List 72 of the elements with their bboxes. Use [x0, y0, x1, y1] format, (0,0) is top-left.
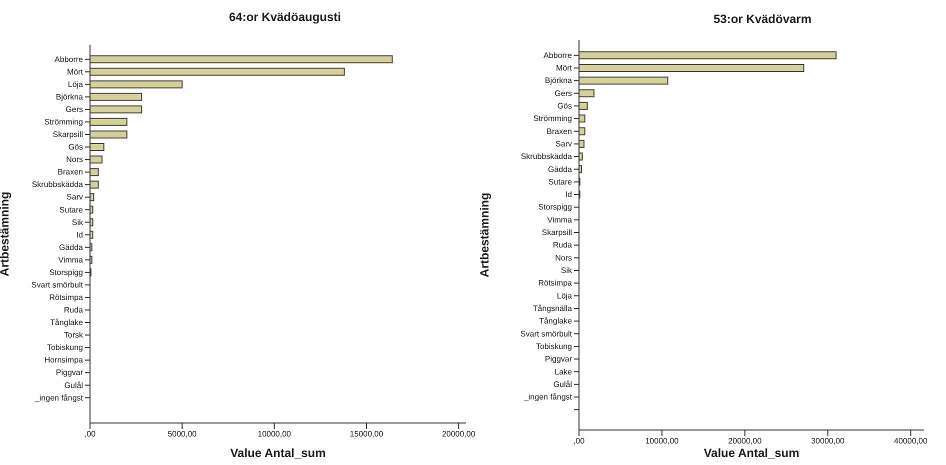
x-axis-title: Value Antal_sum [704, 446, 800, 460]
y-tick-label: Storspigg [49, 268, 83, 277]
y-tick-label: Svart smörbult [520, 329, 573, 338]
y-tick-label: Sarv [556, 139, 572, 148]
y-tick-label: Gulål [64, 380, 84, 390]
y-axis-title: Artbestämning [477, 192, 492, 278]
y-tick-label: Rötsimpa [538, 278, 573, 288]
x-tick-label: ,00 [84, 430, 96, 439]
y-tick-label: Skarpsill [542, 228, 572, 238]
y-tick-label: Id [565, 190, 572, 200]
y-tick-label: Lake [554, 367, 573, 376]
x-axis-title: Value Antal_sum [230, 446, 326, 460]
y-tick-label: Skrubbskädda [32, 180, 84, 190]
y-tick-label: Nors [555, 253, 572, 262]
y-tick-label: Gädda [58, 242, 84, 252]
y-tick-label: Tobiskung [46, 343, 83, 352]
y-tick-label: Vimma [58, 255, 84, 264]
y-tick-label: Sarv [66, 192, 83, 202]
x-tick-label: 30000,00 [811, 436, 846, 446]
y-tick-label: Mört [67, 67, 84, 76]
y-tick-label: Strömming [44, 118, 83, 127]
x-tick-label: 15000,00 [350, 430, 384, 439]
y-tick-label: Gös [68, 142, 83, 152]
y-tick-label: Torsk [64, 330, 84, 340]
chart-title: 53:or Kvädövarm [712, 12, 813, 26]
y-tick-label: Sik [560, 266, 573, 276]
y-tick-label: Sutare [548, 177, 573, 186]
y-tick-label: Vimma [547, 215, 573, 224]
y-tick-label: Piggvar [56, 368, 84, 378]
y-tick-label: Tobiskung [536, 342, 572, 351]
y-tick-label: Strömming [533, 114, 572, 124]
y-tick-label: Gers [66, 104, 83, 114]
y-tick-label: Storspigg [538, 202, 572, 212]
y-tick-label: Björkna [544, 76, 573, 86]
y-tick-label: Svart smörbult [31, 280, 84, 290]
x-tick-label: 10000,00 [258, 430, 292, 439]
y-tick-label: Mört [556, 64, 573, 73]
x-tick-label: 20000,00 [728, 436, 762, 446]
y-tick-label: _ingen fångst [522, 392, 573, 402]
y-tick-label: Gulål [553, 380, 572, 389]
y-tick-label: Rötsimpa [49, 293, 84, 302]
y-tick-label: Tånglake [539, 316, 573, 326]
y-tick-label: Sik [72, 218, 84, 227]
y-tick-label: Braxen [546, 126, 572, 136]
y-tick-label: Piggvar [544, 354, 572, 364]
y-tick-label: Tånglake [50, 318, 84, 328]
y-tick-label: Nors [66, 155, 83, 164]
y-tick-label: Gös [557, 102, 572, 111]
y-tick-label: Braxen [58, 168, 83, 177]
y-tick-label: Gers [554, 88, 572, 98]
x-tick-label: 40000,00 [894, 436, 928, 446]
y-tick-label: Sutare [59, 205, 84, 214]
y-tick-label: Abborre [544, 50, 573, 60]
y-tick-label: Hornsimpa [44, 356, 84, 365]
y-tick-label: Abborre [54, 54, 84, 64]
y-tick-label: Ruda [64, 306, 84, 315]
y-tick-label: Ruda [552, 240, 573, 250]
y-tick-label: Gädda [548, 164, 573, 174]
x-tick-label: 10000,00 [645, 436, 680, 446]
y-tick-label: Skrubbskädda [520, 152, 573, 162]
x-tick-label: 20000,00 [442, 430, 476, 439]
y-tick-label: Löja [68, 80, 84, 89]
x-tick-label: ,00 [573, 436, 586, 446]
y-tick-label: Björkna [56, 92, 84, 102]
y-tick-label: Skarpsill [52, 130, 84, 140]
chart-title: 64:or Kvädöaugusti [228, 10, 342, 24]
y-tick-label: _ingen fångst [34, 393, 84, 402]
y-tick-label: Tångsnälla [532, 304, 573, 313]
y-axis-title: Artbestämning [0, 192, 12, 276]
y-tick-label: Id [76, 230, 83, 240]
x-tick-label: 5000,00 [168, 430, 198, 439]
y-tick-label: Löja [556, 291, 573, 300]
